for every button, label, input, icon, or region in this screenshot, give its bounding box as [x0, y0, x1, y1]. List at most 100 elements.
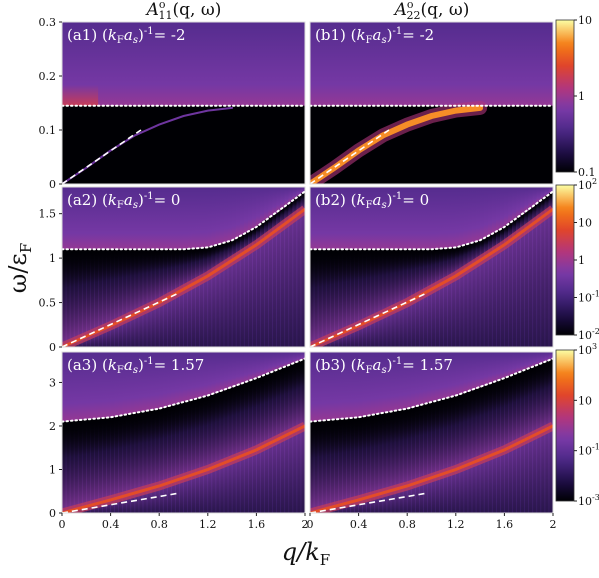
continuum-strip	[86, 22, 91, 106]
haze-strip	[342, 331, 347, 347]
continuum-strip	[146, 187, 152, 250]
continuum-strip	[524, 352, 529, 370]
haze-strip	[175, 249, 180, 293]
haze-strip	[98, 502, 103, 513]
continuum-strip	[321, 22, 327, 106]
continuum-strip	[94, 352, 99, 419]
continuum-strip	[175, 187, 180, 250]
continuum-strip	[504, 187, 509, 226]
continuum-strip	[150, 187, 156, 250]
haze-strip	[528, 207, 534, 226]
haze-strip	[394, 307, 400, 347]
haze-strip	[500, 246, 505, 347]
continuum-strip	[227, 187, 233, 241]
continuum-strip	[167, 187, 172, 250]
haze-strip	[260, 375, 265, 447]
haze-strip	[167, 297, 172, 347]
colorbar-tick-label: 103	[578, 342, 597, 357]
continuum-strip	[463, 352, 469, 392]
continuum-strip	[467, 352, 473, 391]
haze-strip	[219, 390, 225, 464]
haze-strip	[370, 318, 376, 347]
continuum-strip	[268, 352, 273, 373]
haze-strip	[544, 360, 550, 429]
continuum-threshold-line	[62, 357, 305, 423]
y-axis-label: ω/εF	[4, 243, 35, 294]
haze-strip	[491, 251, 497, 347]
haze-strip	[524, 438, 529, 513]
continuum-strip	[362, 187, 367, 250]
haze-strip	[122, 495, 128, 513]
haze-strip	[231, 458, 237, 513]
continuum-strip	[313, 187, 319, 250]
continuum-strip	[378, 22, 384, 106]
haze-strip	[406, 408, 412, 486]
continuum-strip	[354, 22, 359, 106]
colorbar	[555, 19, 575, 173]
haze-strip	[183, 288, 188, 347]
haze-strip	[520, 213, 525, 232]
continuum-strip	[183, 187, 188, 250]
haze-strip	[260, 240, 265, 347]
continuum-strip	[366, 187, 372, 250]
continuum-strip	[394, 22, 400, 106]
haze-strip	[73, 249, 79, 341]
haze-strip	[548, 210, 553, 347]
continuum-strip	[300, 22, 305, 106]
continuum-strip	[459, 187, 465, 246]
haze-strip	[134, 313, 140, 347]
haze-strip	[191, 283, 196, 347]
continuum-strip	[118, 352, 124, 416]
haze-strip	[447, 247, 453, 280]
haze-strip	[310, 421, 315, 513]
continuum-strip	[296, 187, 302, 196]
haze-strip	[325, 249, 331, 339]
continuum-strip	[475, 22, 481, 106]
haze-strip	[207, 246, 213, 275]
continuum-strip	[118, 187, 124, 250]
haze-strip	[398, 249, 404, 306]
haze-strip	[451, 396, 457, 471]
haze-strip	[122, 318, 128, 347]
continuum-strip	[86, 352, 91, 420]
colorbar-tick-label: 10-3	[578, 493, 599, 508]
haze-strip	[370, 495, 376, 513]
continuum-strip	[122, 187, 128, 250]
panel-label: (a3) (kFas)-1= 1.57	[67, 356, 204, 376]
continuum-strip	[528, 352, 534, 368]
continuum-strip	[154, 22, 160, 106]
continuum-strip	[167, 22, 172, 106]
haze-strip	[158, 408, 164, 486]
haze-strip	[110, 416, 115, 500]
haze-strip	[118, 415, 124, 498]
haze-strip	[126, 414, 132, 495]
haze-strip	[239, 383, 245, 456]
panel-frame	[61, 186, 306, 348]
x-tick-label: 1.6	[496, 518, 514, 531]
haze-strip	[406, 301, 412, 347]
sound-velocity-line	[62, 292, 178, 347]
haze-strip	[288, 201, 294, 220]
continuum-strip	[215, 22, 221, 106]
haze-strip	[62, 249, 67, 347]
haze-strip	[276, 228, 281, 347]
haze-strip	[296, 213, 302, 347]
haze-strip	[215, 391, 221, 466]
haze-strip	[268, 372, 273, 443]
continuum-strip	[532, 352, 538, 366]
haze-strip	[536, 432, 542, 513]
continuum-strip	[520, 187, 525, 214]
haze-strip	[114, 416, 119, 499]
haze-strip	[394, 249, 400, 308]
haze-strip	[183, 401, 188, 478]
continuum-strip	[390, 187, 396, 250]
haze-strip	[187, 475, 192, 513]
haze-strip	[175, 292, 180, 347]
continuum-strip	[313, 22, 319, 106]
haze-strip	[195, 398, 200, 473]
haze-strip	[479, 386, 485, 459]
continuum-strip	[439, 22, 444, 106]
continuum-strip	[544, 187, 550, 196]
continuum-strip	[374, 22, 380, 106]
colorbar-tick-label: 10-2	[578, 327, 599, 342]
